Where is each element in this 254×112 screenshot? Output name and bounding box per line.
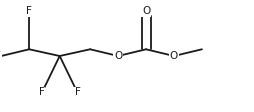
Text: F: F	[0, 51, 1, 61]
Text: F: F	[39, 87, 44, 97]
Text: O: O	[170, 51, 178, 61]
Text: F: F	[26, 6, 32, 16]
Text: O: O	[142, 6, 150, 16]
Text: F: F	[75, 87, 81, 97]
Text: O: O	[114, 51, 122, 61]
